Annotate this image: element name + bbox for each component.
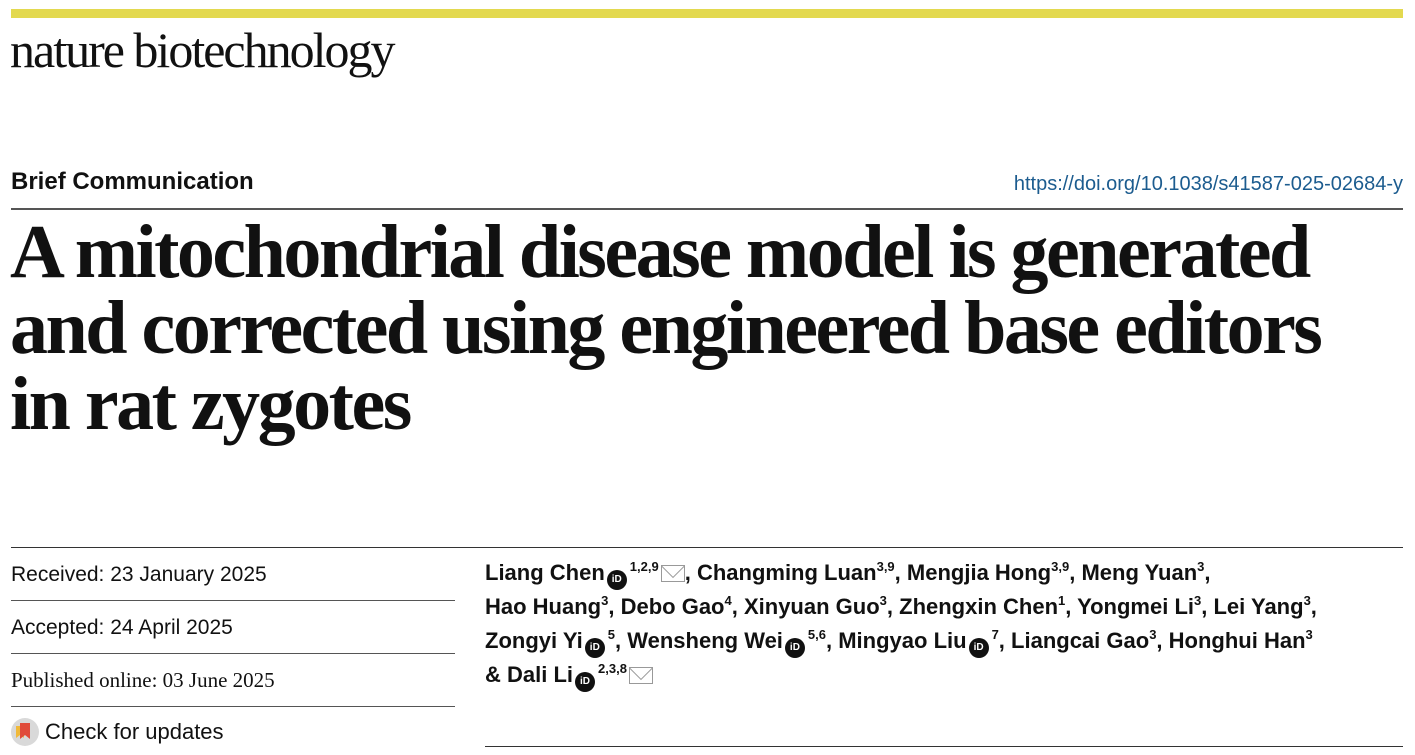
crossmark-icon: [11, 718, 39, 746]
affiliation-number[interactable]: 3: [1197, 559, 1205, 574]
orcid-icon[interactable]: iD: [784, 638, 805, 658]
author-name[interactable]: Mengjia Hong3,9: [906, 559, 1070, 585]
title-line: A mitochondrial disease model is generat…: [10, 210, 1311, 294]
affiliation-number[interactable]: 3: [879, 593, 887, 608]
author-name[interactable]: Debo Gao4: [620, 593, 732, 619]
author-line: Zongyi Yi iD5, Wensheng Wei iD5,6, Mingyao…: [485, 624, 1410, 658]
journal-accent-bar: [11, 9, 1403, 18]
affiliation-number[interactable]: 1: [1058, 593, 1066, 608]
check-for-updates-label: Check for updates: [45, 719, 224, 744]
affiliation-number[interactable]: 3,9: [876, 559, 895, 574]
author-name[interactable]: Wensheng Wei iD5,6: [627, 627, 826, 658]
author-name[interactable]: Hao Huang3: [485, 593, 609, 619]
orcid-icon[interactable]: iD: [606, 570, 627, 590]
author-name[interactable]: Zhengxin Chen1: [899, 593, 1066, 619]
orcid-icon[interactable]: iD: [575, 672, 596, 692]
title-line: in rat zygotes: [10, 362, 412, 446]
affiliation-number[interactable]: 3: [601, 593, 609, 608]
received-date: Received: 23 January 2025: [11, 549, 455, 601]
author-name[interactable]: Zongyi Yi iD5: [485, 627, 616, 658]
author-name[interactable]: Lei Yang3: [1213, 593, 1311, 619]
affiliation-number[interactable]: 1,2,9: [629, 559, 659, 574]
author-divider: [485, 746, 1403, 747]
orcid-icon[interactable]: iD: [584, 638, 605, 658]
journal-logo[interactable]: nature biotechnology: [10, 22, 395, 78]
author-name[interactable]: Changming Luan3,9: [696, 559, 895, 585]
check-for-updates-button[interactable]: Check for updates: [11, 714, 224, 750]
email-icon[interactable]: [628, 667, 653, 684]
author-name[interactable]: Xinyuan Guo3: [743, 593, 887, 619]
affiliation-number[interactable]: 3: [1303, 593, 1311, 608]
author-name[interactable]: & Dali Li iD2,3,8: [485, 661, 653, 692]
author-name[interactable]: Yongmei Li3: [1077, 593, 1202, 619]
affiliation-number[interactable]: 4: [724, 593, 732, 608]
affiliation-number[interactable]: 3: [1149, 627, 1157, 642]
affiliation-number[interactable]: 5,6: [807, 627, 826, 642]
author-name[interactable]: Liang Chen iD1,2,9: [485, 559, 685, 590]
author-name[interactable]: Mingyao Liu iD7: [838, 627, 999, 658]
author-line: Hao Huang3, Debo Gao4, Xinyuan Guo3, Zhe…: [485, 593, 1317, 619]
affiliation-number[interactable]: 2,3,8: [598, 661, 627, 676]
author-list: Liang Chen iD1,2,9, Changming Luan3,9, Me…: [485, 556, 1410, 692]
author-line: & Dali Li iD2,3,8: [485, 658, 1410, 692]
orcid-icon[interactable]: iD: [968, 638, 989, 658]
article-type: Brief Communication: [11, 168, 254, 195]
author-name[interactable]: Honghui Han3: [1168, 627, 1313, 653]
email-icon[interactable]: [660, 565, 685, 582]
author-line: Liang Chen iD1,2,9, Changming Luan3,9, Me…: [485, 556, 1410, 590]
affiliation-number[interactable]: 3: [1194, 593, 1202, 608]
published-date: Published online: 03 June 2025: [11, 655, 455, 707]
affiliation-number[interactable]: 3,9: [1051, 559, 1070, 574]
meta-divider: [11, 547, 1403, 548]
affiliation-number[interactable]: 3: [1305, 627, 1313, 642]
doi-link[interactable]: https://doi.org/10.1038/s41587-025-02684…: [1013, 173, 1403, 195]
title-line: and corrected using engineered base edit…: [10, 286, 1323, 370]
author-name[interactable]: Meng Yuan3: [1081, 559, 1205, 585]
affiliation-number[interactable]: 5: [607, 627, 616, 642]
accepted-date: Accepted: 24 April 2025: [11, 602, 455, 654]
affiliation-number[interactable]: 7: [991, 627, 999, 642]
author-name[interactable]: Liangcai Gao3: [1011, 627, 1157, 653]
header-divider: [11, 208, 1403, 210]
article-title: A mitochondrial disease model is generat…: [10, 214, 1410, 442]
